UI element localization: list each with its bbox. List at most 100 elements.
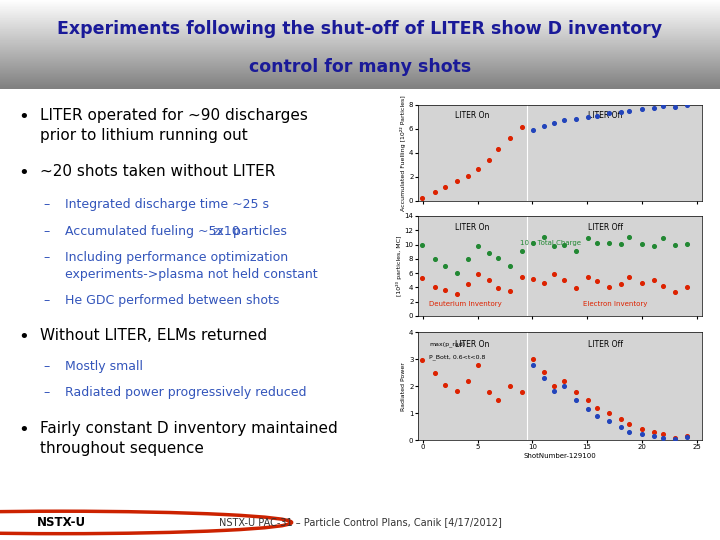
Text: –: – — [43, 294, 50, 307]
Point — [539, 279, 550, 287]
Point — [649, 241, 660, 250]
Point — [570, 115, 581, 124]
Text: LITER On: LITER On — [454, 223, 489, 232]
Text: Including performance optimization
experiments->plasma not held constant: Including performance optimization exper… — [65, 252, 318, 281]
Point — [591, 111, 603, 120]
Point — [616, 239, 627, 248]
Text: LITER Off: LITER Off — [588, 340, 624, 349]
Point — [603, 239, 615, 248]
Point — [504, 261, 516, 270]
Point — [591, 276, 603, 285]
Point — [527, 126, 539, 134]
Point — [636, 239, 648, 248]
Point — [472, 269, 484, 278]
Point — [669, 287, 680, 296]
Point — [483, 248, 495, 257]
Point — [527, 275, 539, 284]
Point — [681, 282, 693, 291]
Point — [429, 283, 441, 292]
Point — [451, 269, 462, 278]
Point — [558, 241, 570, 249]
Point — [616, 422, 627, 431]
Point — [472, 165, 484, 173]
Text: Electron Inventory: Electron Inventory — [582, 301, 647, 307]
Text: LITER Off: LITER Off — [588, 111, 624, 120]
Point — [439, 183, 451, 192]
Point — [582, 395, 594, 404]
Text: LITER Off: LITER Off — [588, 223, 624, 232]
Point — [439, 261, 451, 270]
Point — [570, 247, 581, 256]
Point — [582, 234, 594, 242]
Text: NSTX-U PAC-31 – Particle Control Plans, Canik [4/17/2012]: NSTX-U PAC-31 – Particle Control Plans, … — [219, 517, 501, 528]
Point — [483, 387, 495, 396]
Point — [516, 388, 527, 396]
Point — [624, 420, 635, 428]
Point — [582, 404, 594, 413]
Point — [636, 105, 648, 113]
Text: –: – — [43, 252, 50, 265]
Point — [416, 356, 428, 364]
Point — [636, 430, 648, 438]
Text: He GDC performed between shots: He GDC performed between shots — [65, 294, 279, 307]
Point — [681, 240, 693, 248]
Point — [624, 106, 635, 115]
Point — [548, 269, 559, 278]
Point — [548, 118, 559, 127]
Point — [483, 276, 495, 285]
Point — [416, 240, 428, 249]
Point — [539, 374, 550, 382]
Point — [439, 381, 451, 390]
Point — [603, 416, 615, 425]
Text: LITER operated for ~90 discharges
prior to lithium running out: LITER operated for ~90 discharges prior … — [40, 109, 307, 143]
Point — [681, 431, 693, 440]
Point — [527, 239, 539, 247]
Point — [451, 387, 462, 395]
Point — [649, 428, 660, 436]
Point — [492, 396, 504, 404]
Point — [463, 280, 474, 288]
Point — [558, 376, 570, 385]
Point — [591, 403, 603, 412]
Point — [463, 255, 474, 264]
Text: Mostly small: Mostly small — [65, 360, 143, 373]
Text: LITER On: LITER On — [454, 111, 489, 120]
Point — [416, 273, 428, 282]
Text: •: • — [18, 328, 29, 346]
Text: 10 x Total Charge: 10 x Total Charge — [520, 240, 581, 246]
Point — [570, 388, 581, 396]
Text: P_Bott, 0.6<t<0.8: P_Bott, 0.6<t<0.8 — [429, 354, 485, 360]
Point — [649, 104, 660, 112]
Text: Experiments following the shut-off of LITER show D inventory: Experiments following the shut-off of LI… — [58, 19, 662, 37]
Point — [504, 287, 516, 295]
Point — [483, 156, 495, 164]
Point — [603, 108, 615, 117]
Point — [570, 395, 581, 404]
Point — [429, 368, 441, 377]
Point — [548, 241, 559, 250]
Text: •: • — [18, 164, 29, 181]
Text: Integrated discharge time ~25 s: Integrated discharge time ~25 s — [65, 198, 269, 211]
Point — [657, 234, 669, 242]
Point — [669, 435, 680, 443]
Point — [603, 282, 615, 291]
Text: Accumulated fueling ~5x10: Accumulated fueling ~5x10 — [65, 225, 240, 238]
Point — [649, 276, 660, 285]
Point — [527, 354, 539, 363]
Point — [669, 434, 680, 442]
Text: –: – — [43, 360, 50, 373]
Point — [570, 284, 581, 292]
Point — [558, 382, 570, 390]
Point — [616, 280, 627, 288]
Text: LITER On: LITER On — [454, 340, 489, 349]
Point — [527, 360, 539, 369]
Point — [539, 233, 550, 241]
Point — [657, 282, 669, 291]
Point — [492, 254, 504, 262]
Y-axis label: [10²⁰ particles, MC]: [10²⁰ particles, MC] — [396, 235, 402, 296]
Text: •: • — [18, 421, 29, 439]
Point — [463, 171, 474, 180]
Point — [582, 112, 594, 121]
Point — [429, 255, 441, 264]
Point — [492, 145, 504, 154]
